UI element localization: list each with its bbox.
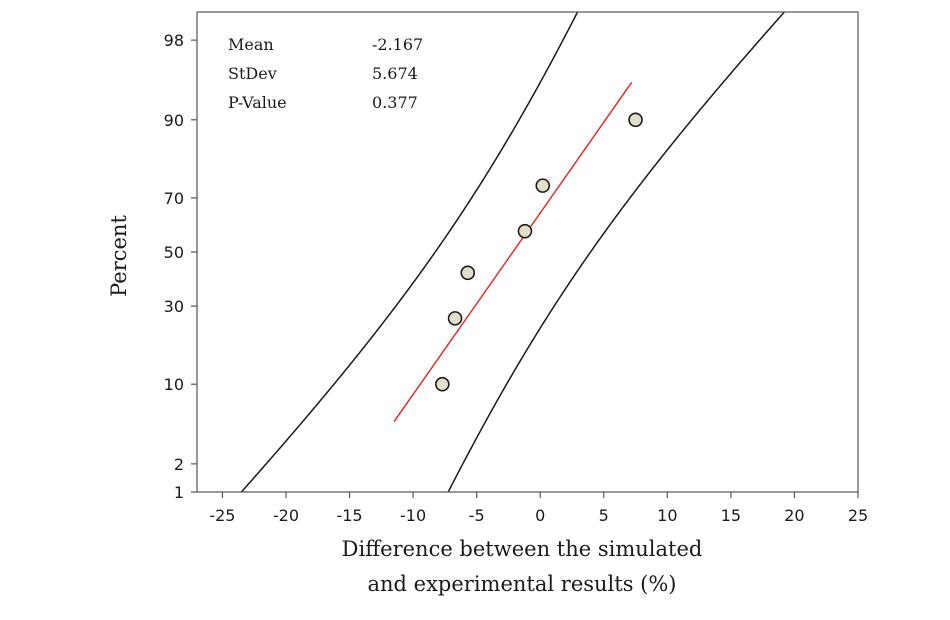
x-tick-label: 5 bbox=[599, 506, 609, 525]
stat-label: P-Value bbox=[228, 93, 287, 112]
data-points-layer bbox=[435, 112, 643, 392]
y-tick-label: 1 bbox=[174, 483, 184, 502]
x-tick-label: -10 bbox=[400, 506, 426, 525]
x-tick-label: -25 bbox=[209, 506, 235, 525]
data-point bbox=[535, 178, 551, 193]
x-tick-label: 25 bbox=[848, 506, 868, 525]
y-axis-title: Percent bbox=[107, 215, 131, 297]
stat-value: 0.377 bbox=[372, 93, 418, 112]
x-tick-label: 20 bbox=[784, 506, 804, 525]
x-axis-ticks: -25 -20 -15 -10 -5 0 5 10 15 20 25 bbox=[209, 492, 868, 525]
stat-value: 5.674 bbox=[372, 64, 418, 83]
y-tick-label: 2 bbox=[174, 455, 184, 474]
data-point bbox=[460, 265, 476, 281]
y-tick-label: 30 bbox=[164, 297, 184, 316]
stat-value: -2.167 bbox=[372, 35, 423, 54]
x-tick-label: 15 bbox=[721, 506, 741, 525]
confidence-band-layer bbox=[240, 12, 786, 492]
x-tick-label: -5 bbox=[469, 506, 485, 525]
x-tick-label: -15 bbox=[336, 506, 362, 525]
y-tick-label: 98 bbox=[164, 31, 184, 50]
y-tick-label: 90 bbox=[164, 111, 184, 130]
x-axis-title-line2: and experimental results (%) bbox=[368, 572, 677, 596]
x-axis-title-line1: Difference between the simulated bbox=[342, 537, 703, 561]
stat-label: Mean bbox=[228, 35, 274, 54]
stats-box: Mean -2.167 StDev 5.674 P-Value 0.377 bbox=[228, 35, 423, 112]
confidence-band-upper bbox=[447, 12, 786, 492]
fitted-line bbox=[393, 81, 633, 423]
x-tick-label: 10 bbox=[657, 506, 677, 525]
confidence-band-lower bbox=[240, 12, 579, 492]
data-point bbox=[517, 223, 533, 239]
data-point bbox=[447, 311, 463, 326]
y-tick-label: 50 bbox=[164, 243, 184, 262]
x-tick-label: -20 bbox=[273, 506, 299, 525]
x-tick-label: 0 bbox=[535, 506, 545, 525]
data-point bbox=[435, 376, 450, 392]
plot-frame bbox=[196, 11, 859, 493]
stat-label: StDev bbox=[228, 64, 277, 83]
y-tick-label: 70 bbox=[164, 189, 184, 208]
y-tick-label: 10 bbox=[164, 375, 184, 394]
y-axis-ticks: 1 2 10 30 50 70 90 98 bbox=[164, 31, 197, 502]
data-point bbox=[628, 112, 643, 128]
fit-line-layer bbox=[393, 81, 633, 423]
